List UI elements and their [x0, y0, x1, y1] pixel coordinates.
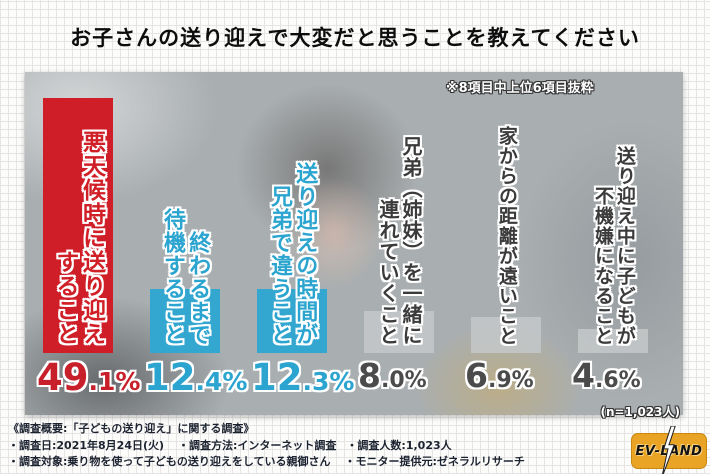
bar-label: 兄弟（姉妹）を一緒に 連れていくこと	[376, 136, 423, 346]
bar-value-integer: 6	[465, 356, 488, 395]
bar-value-integer: 12	[251, 356, 303, 399]
bar	[578, 329, 648, 353]
footer-line: ・調査日:2021年8月24日(火) ・調査方法:インターネット調査 ・調査人数:1…	[8, 438, 628, 455]
bar-label: 終わるまで 待機すること	[160, 208, 211, 346]
bar-label: 悪天候時に送り迎え すること	[52, 130, 105, 346]
bar-value: 4.6%	[572, 356, 641, 395]
bar-value-fraction: .3%	[302, 367, 355, 396]
bar	[364, 311, 434, 353]
bar-value: 12.4%	[144, 356, 247, 399]
bar-value-fraction: .9%	[487, 368, 534, 393]
bar	[471, 317, 541, 353]
bar-value-integer: 8	[358, 356, 381, 395]
survey-overview: 《調査概要:「子どもの送り迎え」に関する調査》	[8, 422, 255, 435]
bar-value-fraction: .0%	[380, 368, 427, 393]
bar-column: 家からの距離が遠いこと 6.9%	[465, 72, 578, 415]
survey-target: ・調査対象:乗り物を使って子どもの送り迎えをしている親御さん	[8, 455, 331, 468]
sample-size-label: (n=1,023人)	[600, 405, 680, 419]
ev-land-logo: EV-LAND	[631, 426, 707, 474]
survey-monitor: ・モニター提供元:ゼネラルリサーチ	[344, 455, 525, 468]
page-title: お子さんの送り迎えで大変だと思うことを教えてください	[70, 26, 640, 50]
bar-value: 49.1%	[37, 356, 140, 399]
lightning-bolt-icon	[662, 426, 676, 474]
bar-column: 終わるまで 待機すること 12.4%	[144, 72, 257, 415]
bar-value-integer: 4	[572, 356, 595, 395]
footer-line: ・調査対象:乗り物を使って子どもの送り迎えをしている親御さん ・モニター提供元:ゼ…	[8, 454, 628, 471]
bar-value-integer: 12	[144, 356, 196, 399]
bar-label: 送り迎え中に子どもが 不機嫌になること	[592, 146, 636, 346]
bar-value: 12.3%	[251, 356, 354, 399]
bar-column: 悪天候時に送り迎え すること 49.1%	[37, 72, 150, 415]
bar	[43, 98, 113, 353]
bar-label: 家からの距離が遠いこと	[495, 126, 518, 346]
bar-column: 送り迎えの時間が 兄弟で違うこと 12.3%	[251, 72, 364, 415]
bar-value-fraction: .4%	[195, 367, 248, 396]
bar-label: 送り迎えの時間が 兄弟で違うこと	[267, 162, 318, 346]
footer-line: 《調査概要:「子どもの送り迎え」に関する調査》	[8, 421, 628, 438]
survey-method: ・調査方法:インターネット調査	[178, 438, 337, 452]
bar-value-integer: 49	[37, 356, 89, 399]
bar	[257, 289, 327, 353]
survey-date: ・調査日:2021年8月24日(火)	[8, 438, 165, 452]
survey-footer: 《調査概要:「子どもの送り迎え」に関する調査》 ・調査日:2021年8月24日(…	[8, 421, 628, 471]
bar-chart: 悪天候時に送り迎え すること 49.1% 終わるまで 待機すること 12.4% …	[37, 72, 685, 415]
bar-value-fraction: .6%	[594, 368, 641, 393]
bar-value: 6.9%	[465, 356, 534, 395]
bar	[150, 289, 220, 353]
bar-column: 送り迎え中に子どもが 不機嫌になること 4.6%	[572, 72, 685, 415]
survey-count: ・調査人数:1,023人	[346, 438, 452, 452]
infographic-panel: ※8項目中上位6項目抜粋 悪天候時に送り迎え すること 49.1% 終わるまで …	[25, 72, 685, 419]
bar-value: 8.0%	[358, 356, 427, 395]
note-label: ※8項目中上位6項目抜粋	[446, 81, 594, 96]
bar-column: 兄弟（姉妹）を一緒に 連れていくこと 8.0%	[358, 72, 471, 415]
bar-value-fraction: .1%	[88, 367, 141, 396]
